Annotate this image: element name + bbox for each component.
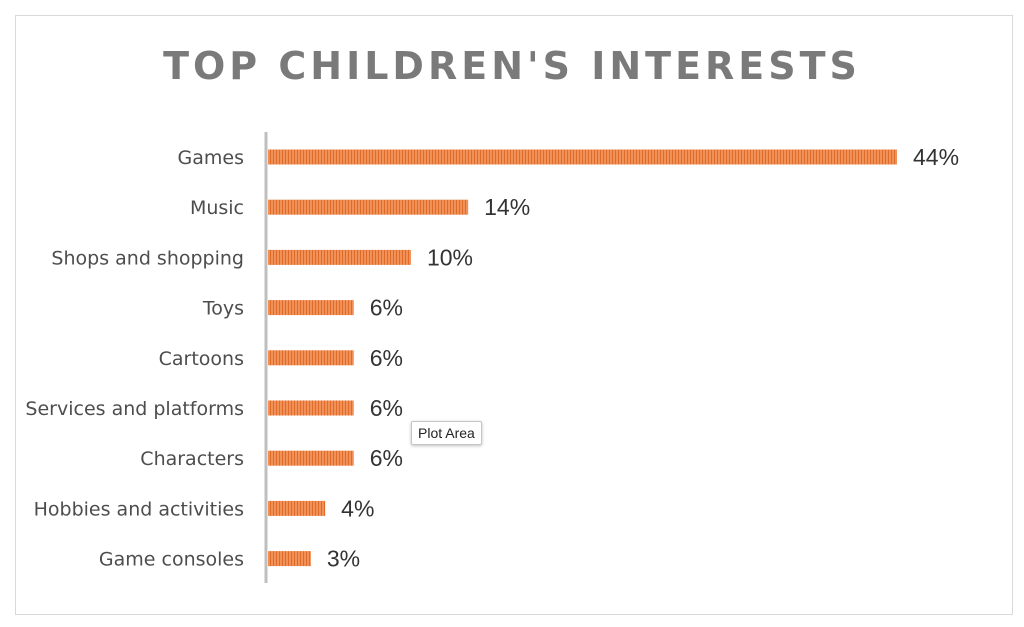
- data-label: 4%: [341, 495, 374, 521]
- bar[interactable]: [268, 199, 469, 215]
- data-label: 14%: [484, 194, 530, 220]
- plot-area-tooltip: Plot Area: [411, 421, 482, 445]
- bar[interactable]: [268, 551, 311, 567]
- chart-title: TOP CHILDREN'S INTERESTS: [163, 44, 861, 88]
- chart-area[interactable]: [15, 15, 1013, 615]
- bar[interactable]: [268, 300, 354, 316]
- category-label: Hobbies and activities: [34, 498, 244, 520]
- bar[interactable]: [268, 350, 354, 366]
- bar[interactable]: [268, 149, 897, 165]
- data-label: 6%: [370, 395, 403, 421]
- data-label: 10%: [427, 244, 473, 270]
- category-label: Cartoons: [159, 348, 244, 370]
- category-label: Toys: [202, 298, 244, 320]
- category-label: Characters: [140, 448, 244, 470]
- bar[interactable]: [268, 450, 354, 466]
- bar[interactable]: [268, 249, 411, 265]
- category-label: Games: [178, 147, 244, 169]
- plot-area: Games 44% Music 14% Shops and shopping 10% Toy…: [25, 144, 959, 572]
- category-label: Services and platforms: [25, 398, 244, 420]
- bar[interactable]: [268, 400, 354, 416]
- data-label: 6%: [370, 345, 403, 371]
- data-label: 6%: [370, 295, 403, 321]
- category-label: Game consoles: [99, 549, 244, 571]
- data-label: 44%: [913, 144, 959, 170]
- data-label: 3%: [327, 546, 360, 572]
- category-label: Shops and shopping: [51, 247, 244, 269]
- data-label: 6%: [370, 445, 403, 471]
- category-label: Music: [190, 197, 244, 219]
- bar[interactable]: [268, 500, 326, 516]
